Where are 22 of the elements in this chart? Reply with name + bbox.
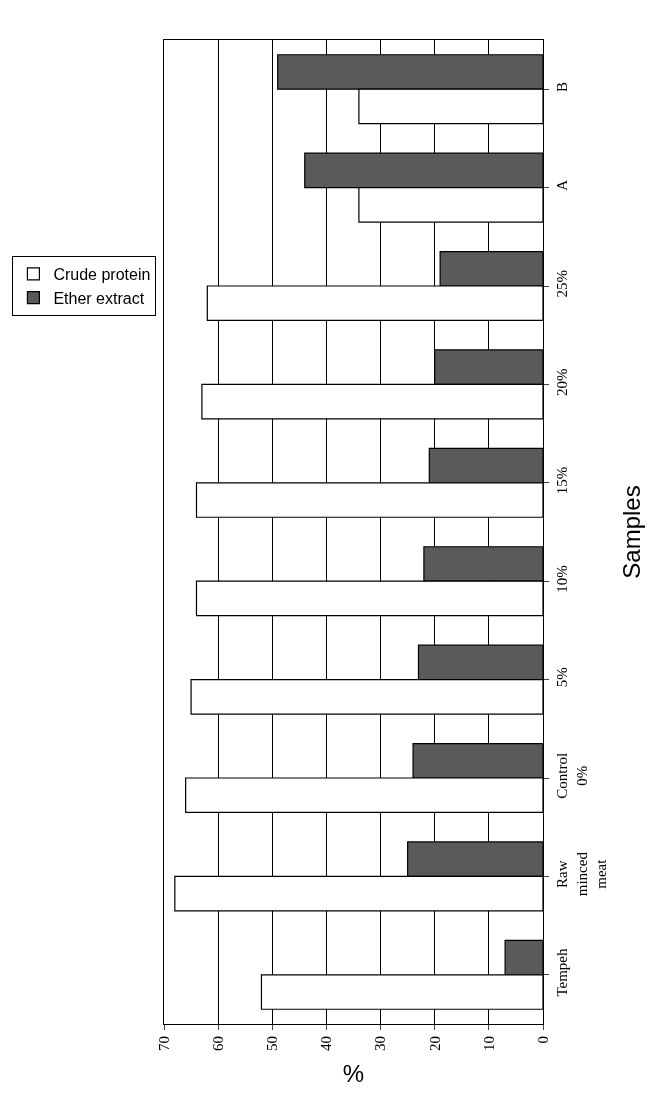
legend-label: Crude protein <box>53 266 151 284</box>
y-tick-label: 25% <box>554 270 570 298</box>
y-tick-label: 10% <box>554 565 570 593</box>
y-tick-label: Tempeh <box>554 948 570 997</box>
x-tick-label: 70 <box>155 1036 172 1051</box>
y-tick-label: 5% <box>554 667 570 688</box>
y-axis-title: Samples <box>618 485 646 579</box>
y-tick-label: B <box>554 81 570 92</box>
x-tick-label: 20 <box>426 1036 443 1051</box>
y-tick-label: Control 0% <box>554 752 590 799</box>
y-tick-label: 15% <box>554 466 570 495</box>
y-tick-label: Raw minced meat <box>554 851 609 897</box>
y-tick-label: 20% <box>554 368 570 396</box>
x-axis-title: % <box>342 1060 365 1088</box>
x-tick-label: 0 <box>534 1036 551 1044</box>
y-tick-label: A <box>554 179 570 191</box>
x-tick-label: 10 <box>480 1036 497 1051</box>
x-tick-label: 40 <box>318 1036 335 1051</box>
x-tick-label: 60 <box>210 1036 227 1051</box>
x-tick-label: 30 <box>372 1036 389 1051</box>
legend-label: Ether extract <box>53 289 145 307</box>
x-tick-label: 50 <box>264 1036 281 1051</box>
